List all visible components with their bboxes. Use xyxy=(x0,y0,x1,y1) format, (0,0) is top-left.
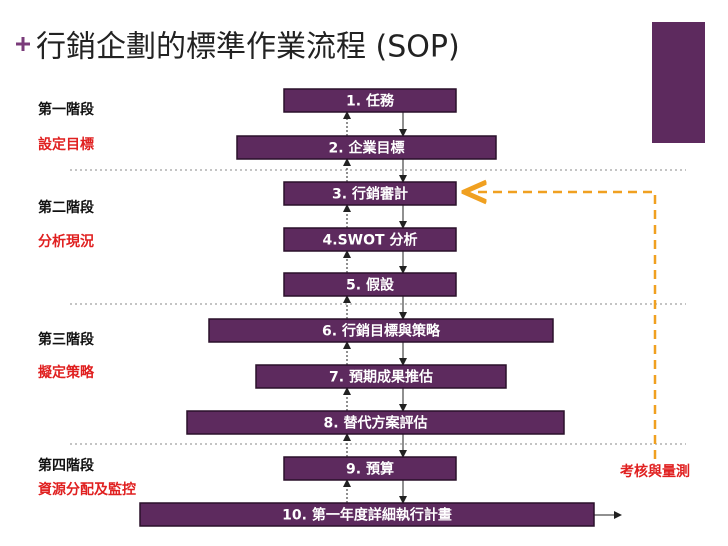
step-label: 8. 替代方案評估 xyxy=(324,415,428,432)
phase-goal: 分析現況 xyxy=(38,233,94,250)
step-label: 4.SWOT 分析 xyxy=(323,232,418,249)
phase-goal: 資源分配及監控 xyxy=(38,481,136,498)
phase-label: 第一階段 xyxy=(38,101,94,118)
step-label: 3. 行銷審計 xyxy=(332,186,408,203)
step-label: 5. 假設 xyxy=(346,277,395,294)
step-box xyxy=(139,502,595,527)
plus-icon xyxy=(16,37,30,51)
step-label: 2. 企業目標 xyxy=(329,140,405,157)
separators xyxy=(70,169,686,445)
step-box xyxy=(283,227,457,252)
step-label: 1. 任務 xyxy=(346,93,395,110)
phase-goal: 擬定策略 xyxy=(38,364,95,381)
step-label: 10. 第一年度詳細執行計畫 xyxy=(282,507,452,524)
step-box xyxy=(255,364,507,389)
step-box xyxy=(283,456,457,481)
accent-block xyxy=(652,22,705,143)
step-box xyxy=(283,88,457,113)
phase-goal: 設定目標 xyxy=(38,136,94,153)
step-label: 6. 行銷目標與策略 xyxy=(322,323,441,340)
step-box xyxy=(283,272,457,297)
step-box xyxy=(236,135,497,160)
phase-label: 第三階段 xyxy=(38,331,94,348)
step-box xyxy=(208,318,554,343)
step-box xyxy=(186,410,565,435)
step-label: 9. 預算 xyxy=(346,461,394,478)
step-box xyxy=(283,181,457,206)
step-label: 7. 預期成果推估 xyxy=(329,369,433,386)
phase-label: 第二階段 xyxy=(38,199,94,216)
phase-label: 第四階段 xyxy=(38,457,94,474)
feedback-label: 考核與量測 xyxy=(620,463,690,480)
title: 行銷企劃的標準作業流程 (SOP) xyxy=(36,30,460,65)
